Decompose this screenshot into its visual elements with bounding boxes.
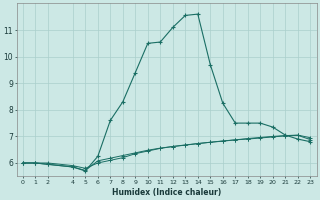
X-axis label: Humidex (Indice chaleur): Humidex (Indice chaleur)	[112, 188, 221, 197]
